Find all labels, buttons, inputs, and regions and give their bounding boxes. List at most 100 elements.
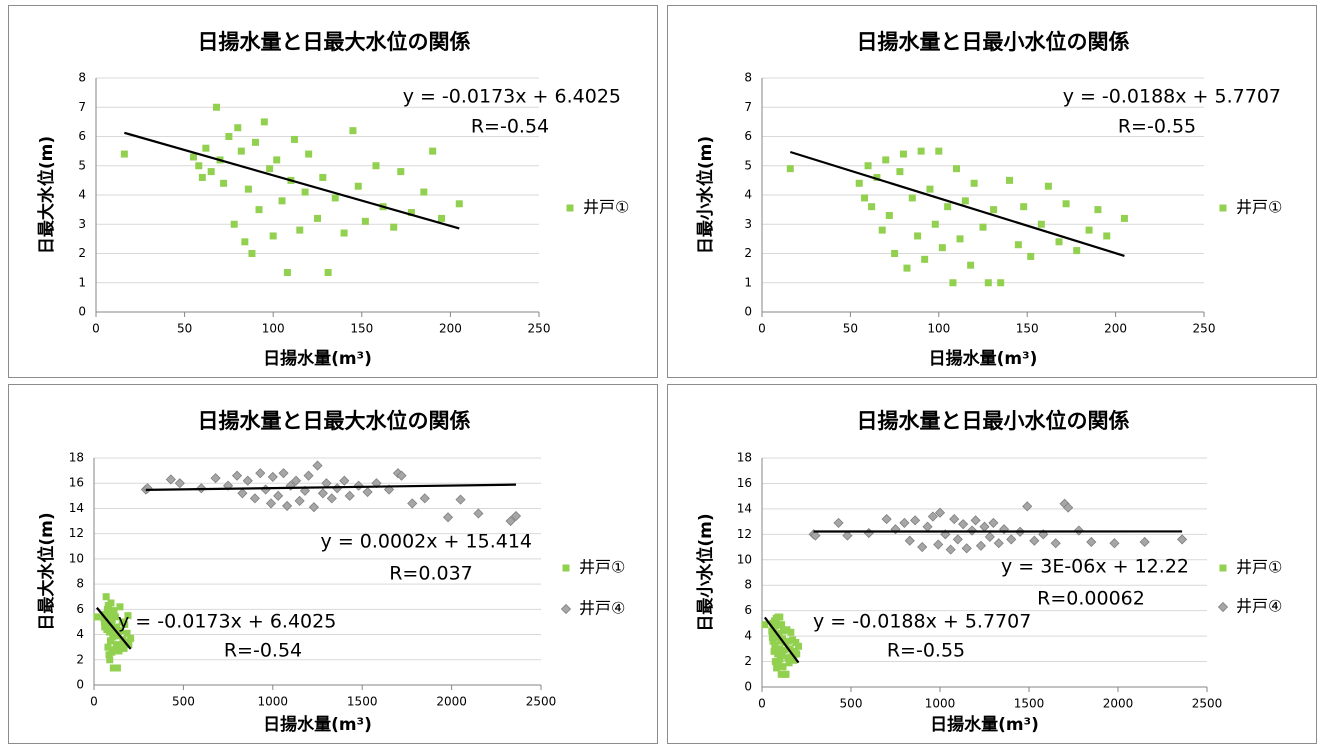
data-point [910, 515, 921, 526]
x-tick-label: 2500 [526, 695, 557, 709]
data-point [339, 475, 350, 486]
data-point [861, 194, 869, 202]
x-tick-label: 250 [528, 322, 551, 336]
data-point [407, 209, 415, 217]
data-point [1050, 538, 1061, 549]
data-point [792, 638, 800, 646]
legend-marker [560, 603, 572, 615]
data-point [970, 515, 981, 526]
data-point [1006, 534, 1017, 545]
data-point [1177, 534, 1188, 545]
data-point [1044, 182, 1052, 190]
data-point [774, 650, 782, 658]
data-point [944, 203, 952, 211]
data-point [317, 488, 328, 499]
chart-title: 日揚水量と日最大水位の関係 [198, 30, 471, 54]
data-point [777, 670, 785, 678]
y-axis-label: 日最大水位(m) [36, 136, 57, 254]
data-point [785, 659, 793, 667]
data-point [105, 628, 113, 636]
data-point [420, 188, 428, 196]
data-point [1020, 203, 1028, 211]
legend-marker [1219, 564, 1227, 572]
data-point [301, 188, 309, 196]
x-tick-label: 200 [439, 322, 462, 336]
data-point [220, 179, 228, 187]
data-point [1073, 247, 1081, 255]
data-point [940, 529, 951, 540]
data-point [111, 613, 119, 621]
trend-r: R=-0.55 [887, 640, 965, 662]
data-point [108, 619, 116, 627]
data-point [780, 646, 788, 654]
data-point [779, 663, 787, 671]
legend-label: 井戸① [583, 198, 629, 217]
data-point [207, 168, 215, 176]
data-point [125, 641, 133, 649]
data-point [101, 610, 109, 618]
data-point [212, 103, 220, 111]
x-tick-label: 50 [843, 322, 858, 336]
data-point [1094, 206, 1102, 214]
trend-r: R=0.00062 [1037, 588, 1145, 610]
data-point [1014, 241, 1022, 249]
data-point [769, 637, 777, 645]
x-tick-label: 0 [758, 697, 766, 711]
data-point [109, 633, 117, 641]
data-point [362, 486, 373, 498]
x-tick-label: 1000 [925, 697, 956, 711]
data-point [267, 471, 278, 482]
trend-r: R=-0.55 [1118, 116, 1196, 138]
data-point [773, 633, 781, 641]
data-point [120, 150, 128, 158]
data-point [198, 173, 206, 181]
y-tick-label: 4 [76, 627, 84, 641]
data-point [1062, 200, 1070, 208]
y-tick-label: 10 [737, 552, 752, 566]
data-point [873, 173, 881, 181]
x-axis-label: 日揚水量(m³) [263, 714, 372, 735]
data-point [397, 168, 405, 176]
trend-equation: y = -0.0173x + 6.4025 [118, 611, 336, 633]
data-point [105, 612, 113, 620]
data-point [1103, 232, 1111, 240]
data-point [770, 647, 778, 655]
data-point [790, 656, 798, 664]
data-point [407, 498, 418, 509]
data-point [993, 538, 1004, 549]
data-point [225, 133, 233, 140]
data-point [111, 646, 119, 654]
data-point [340, 229, 348, 237]
y-tick-label: 7 [78, 100, 86, 114]
y-axis-label: 日最小水位(m) [695, 513, 716, 631]
data-point [127, 634, 135, 642]
data-point [979, 223, 987, 231]
data-point [273, 490, 284, 501]
y-tick-label: 8 [78, 71, 86, 85]
y-tick-label: 6 [744, 603, 752, 617]
data-point [984, 531, 995, 542]
data-point [842, 530, 853, 541]
data-point [779, 627, 787, 635]
data-point [938, 244, 946, 252]
data-point [361, 217, 369, 225]
data-point [945, 544, 956, 555]
data-point [833, 517, 844, 528]
data-point [1029, 535, 1040, 546]
data-point [990, 206, 998, 214]
data-point [319, 173, 327, 181]
data-point [988, 517, 999, 528]
data-point [429, 147, 437, 155]
y-tick-label: 0 [744, 680, 752, 694]
data-point [949, 279, 957, 287]
data-point [961, 543, 972, 554]
x-tick-label: 200 [1104, 322, 1127, 336]
data-point [771, 641, 779, 649]
x-tick-label: 2000 [1103, 697, 1134, 711]
data-point [776, 613, 784, 621]
data-point [958, 519, 969, 530]
data-point [326, 493, 337, 504]
data-point [775, 630, 783, 638]
